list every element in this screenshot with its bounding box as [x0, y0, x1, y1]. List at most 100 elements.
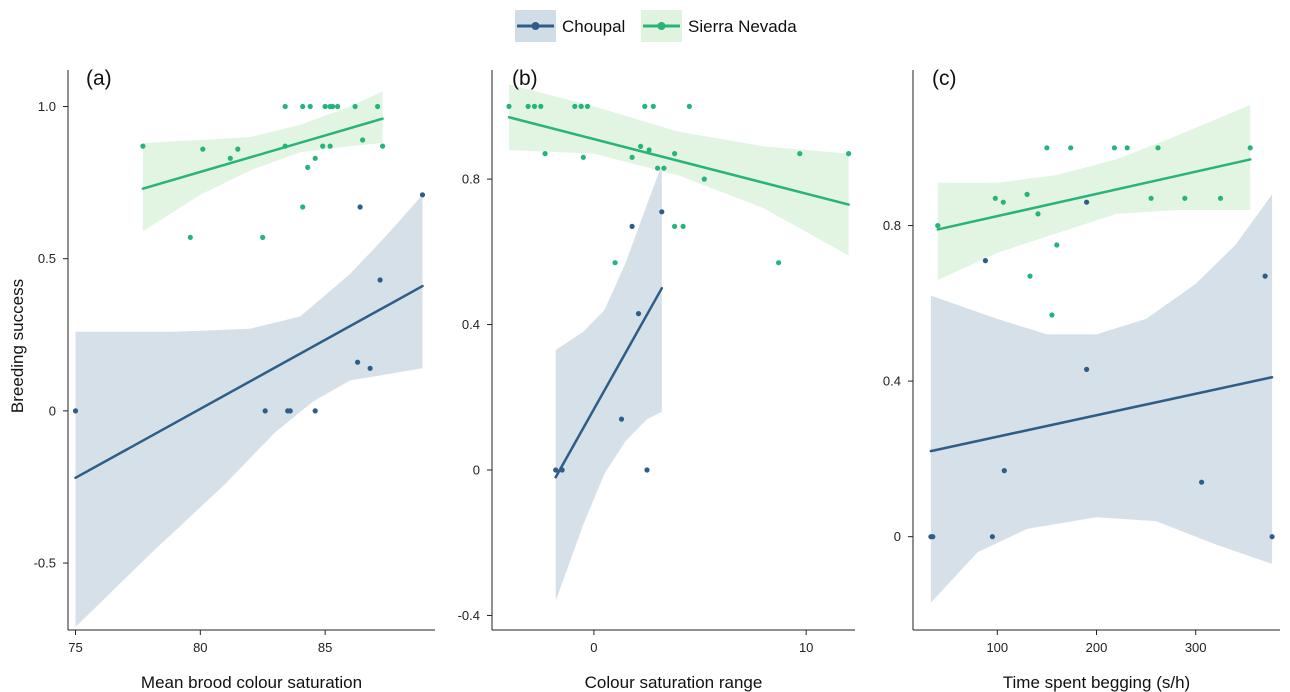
legend-label-choupal: Choupal — [562, 17, 625, 36]
y-tick-label: 0.8 — [883, 218, 901, 233]
data-point-sierra-nevada — [1054, 242, 1060, 248]
y-tick-label: 0 — [473, 463, 480, 478]
fit-line-choupal — [74, 284, 424, 480]
data-point-sierra-nevada — [1124, 145, 1130, 151]
data-point-sierra-nevada — [140, 143, 146, 149]
legend: Choupal Sierra Nevada — [515, 10, 797, 42]
fit-line-choupal — [929, 375, 1274, 453]
x-axis-title: Time spent begging (s/h) — [1003, 673, 1190, 692]
data-point-sierra-nevada — [300, 204, 306, 210]
data-point-choupal — [553, 467, 559, 473]
data-point-choupal — [419, 192, 426, 198]
y-tick-label: 0 — [894, 529, 901, 544]
data-point-choupal — [367, 365, 373, 371]
data-point-sierra-nevada — [1148, 195, 1154, 201]
data-point-sierra-nevada — [1182, 195, 1188, 201]
panel-1: 75 80 85 -0.5 0 0.5 1.0 (a) Mean brood colour sa… — [34, 67, 435, 692]
data-point-sierra-nevada — [380, 143, 386, 149]
y-tick-label: -0.4 — [458, 608, 480, 623]
fit-line-sierra-nevada — [141, 117, 384, 190]
panel-label: (a) — [86, 67, 112, 90]
data-point-sierra-nevada — [797, 151, 803, 157]
x-tick-label: 85 — [318, 640, 332, 655]
y-tick-label: 0 — [49, 403, 56, 418]
data-point-sierra-nevada — [776, 260, 782, 266]
data-point-sierra-nevada — [320, 143, 326, 149]
ci-band-choupal — [930, 194, 1273, 603]
legend-entry-choupal: Choupal — [515, 10, 625, 42]
data-point-sierra-nevada — [578, 103, 584, 109]
data-point-choupal — [1199, 479, 1205, 485]
panel-2: 0 10 -0.4 0 0.4 0.8 (b) Colour saturation range — [458, 67, 855, 692]
ci-band-sierra-nevada — [509, 84, 849, 256]
data-point-sierra-nevada — [992, 195, 998, 201]
legend-dot-choupal — [531, 22, 540, 30]
data-point-choupal — [1262, 273, 1268, 279]
data-point-sierra-nevada — [1111, 145, 1117, 151]
data-point-sierra-nevada — [580, 154, 586, 160]
data-point-sierra-nevada — [542, 151, 548, 157]
data-point-sierra-nevada — [646, 147, 652, 153]
data-point-sierra-nevada — [360, 137, 366, 143]
data-point-choupal — [629, 223, 635, 229]
data-point-sierra-nevada — [200, 146, 206, 152]
data-point-choupal — [312, 408, 318, 414]
data-point-sierra-nevada — [1024, 191, 1030, 197]
data-point-sierra-nevada — [701, 176, 707, 182]
y-axis-title: Breeding success — [8, 279, 27, 413]
data-point-sierra-nevada — [1068, 145, 1074, 151]
data-point-sierra-nevada — [531, 103, 538, 109]
data-point-choupal — [262, 408, 268, 414]
x-tick-label: 80 — [193, 640, 207, 655]
data-point-sierra-nevada — [584, 103, 591, 109]
data-point-sierra-nevada — [1000, 199, 1006, 205]
data-point-choupal — [1084, 199, 1090, 205]
data-point-sierra-nevada — [335, 103, 341, 110]
ci-band-sierra-nevada — [142, 91, 383, 232]
data-point-choupal — [930, 534, 936, 540]
data-point-choupal — [635, 311, 642, 317]
data-point-sierra-nevada — [661, 165, 667, 171]
x-axis-title: Colour saturation range — [585, 673, 763, 692]
x-tick-label: 300 — [1185, 640, 1207, 655]
data-point-choupal — [377, 277, 383, 283]
fit-line-sierra-nevada — [936, 158, 1252, 231]
x-tick-label: 10 — [799, 640, 813, 655]
data-point-sierra-nevada — [352, 103, 358, 110]
data-point-sierra-nevada — [1247, 145, 1253, 151]
data-point-choupal — [1001, 468, 1007, 474]
legend-entry-sierra-nevada: Sierra Nevada — [641, 10, 797, 42]
data-point-choupal — [618, 416, 625, 422]
data-point-choupal — [644, 467, 650, 473]
data-point-sierra-nevada — [260, 234, 266, 240]
data-point-choupal — [72, 408, 79, 414]
data-point-sierra-nevada — [642, 103, 648, 109]
data-point-sierra-nevada — [282, 103, 288, 110]
data-point-sierra-nevada — [572, 103, 578, 109]
y-tick-label: 0.8 — [462, 172, 480, 187]
data-point-choupal — [989, 534, 996, 540]
y-tick-label: 0.5 — [38, 251, 56, 266]
data-point-sierra-nevada — [650, 103, 656, 109]
data-point-sierra-nevada — [655, 165, 661, 171]
data-point-sierra-nevada — [1217, 195, 1224, 201]
data-point-sierra-nevada — [375, 103, 381, 110]
panels: 75 80 85 -0.5 0 0.5 1.0 (a) Mean brood colour sa… — [34, 67, 1280, 692]
x-tick-label: 0 — [590, 640, 597, 655]
ci-band-choupal — [75, 194, 423, 628]
data-point-choupal — [1084, 366, 1090, 372]
x-axis-title: Mean brood colour saturation — [141, 673, 362, 692]
legend-dot-sierra-nevada — [657, 22, 666, 30]
y-tick-label: 0.4 — [462, 317, 480, 332]
data-point-sierra-nevada — [1155, 145, 1161, 151]
data-point-choupal — [355, 359, 361, 365]
data-point-sierra-nevada — [680, 223, 686, 229]
data-point-sierra-nevada — [629, 154, 635, 160]
data-point-choupal — [1269, 534, 1275, 540]
data-point-sierra-nevada — [638, 143, 644, 149]
data-point-sierra-nevada — [322, 103, 328, 110]
data-point-sierra-nevada — [305, 164, 311, 170]
data-point-choupal — [287, 408, 293, 414]
data-point-sierra-nevada — [538, 103, 544, 109]
